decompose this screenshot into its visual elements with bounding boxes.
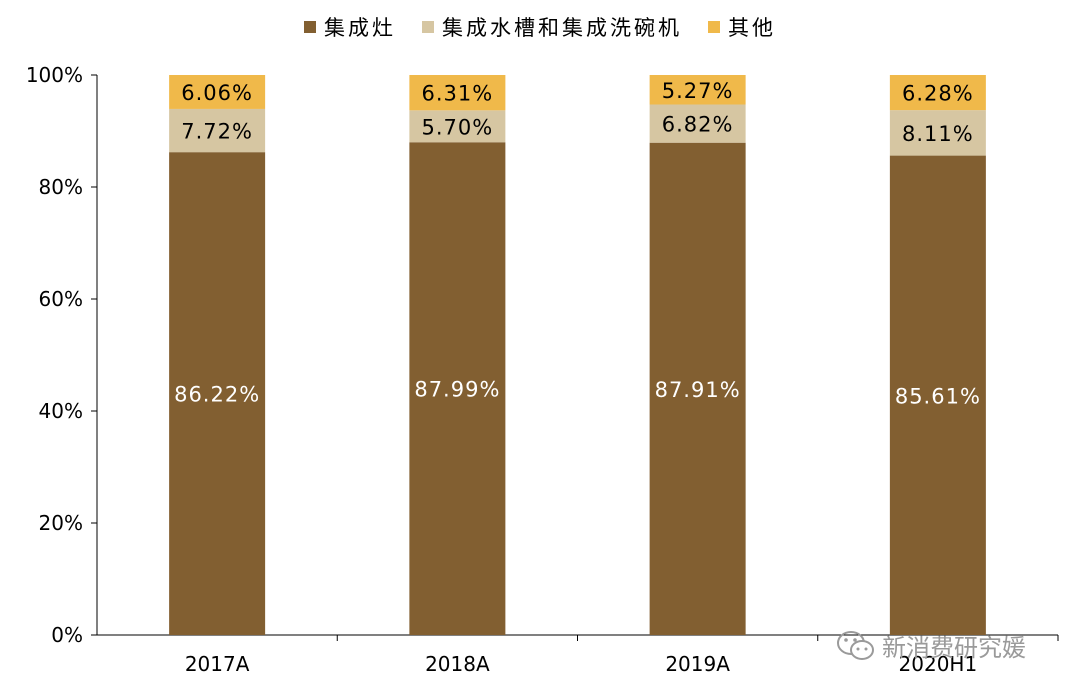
y-tick-label: 80% [39, 175, 83, 199]
legend-swatch-sink-dishwasher [422, 21, 434, 33]
watermark: 新消费研究媛 [836, 628, 1026, 663]
bar-segment-3-2017a [169, 75, 266, 109]
legend-label-sink-dishwasher: 集成水槽和集成洗碗机 [442, 16, 682, 40]
bar-segment-2-2020h1 [889, 110, 986, 156]
data-label: 8.11% [902, 122, 974, 146]
legend-label-integrated-stove: 集成灶 [324, 16, 396, 40]
bar-segment-2-2017a [169, 108, 266, 153]
data-label: 86.22% [174, 383, 260, 407]
data-label: 5.70% [422, 115, 494, 139]
bar-segment-1-2020h1 [889, 155, 986, 636]
bar-segment-1-2019a [649, 142, 746, 636]
data-label: 6.31% [422, 82, 494, 106]
data-label: 87.91% [655, 378, 741, 402]
data-label: 6.28% [902, 82, 974, 106]
bar-segment-3-2018a [409, 75, 506, 111]
legend-swatch-integrated-stove [304, 21, 316, 33]
data-label: 87.99% [414, 378, 500, 402]
data-label: 85.61% [895, 384, 981, 408]
legend-item-other: 其他 [708, 12, 776, 42]
data-label: 7.72% [181, 120, 253, 144]
legend-swatch-other [708, 21, 720, 33]
legend-item-integrated-stove: 集成灶 [304, 12, 396, 42]
y-tick-label: 0% [51, 623, 83, 647]
bar-segment-3-2019a [649, 75, 746, 105]
bar-segment-1-2017a [169, 152, 266, 635]
legend-label-other: 其他 [728, 16, 776, 40]
x-tick-label: 2019A [665, 652, 730, 676]
bar-segment-2-2019a [649, 104, 746, 143]
data-label: 5.27% [662, 79, 734, 103]
data-label: 6.82% [662, 113, 734, 137]
wechat-icon [837, 630, 874, 660]
legend-item-sink-dishwasher: 集成水槽和集成洗碗机 [422, 12, 682, 42]
legend: 集成灶 集成水槽和集成洗碗机 其他 [0, 12, 1080, 42]
y-tick-label: 60% [39, 287, 83, 311]
x-tick-label: 2020H1 [899, 652, 978, 676]
bar-segment-1-2018a [409, 142, 506, 636]
data-label: 6.06% [181, 81, 253, 105]
y-tick-label: 20% [39, 511, 83, 535]
y-tick-label: 40% [39, 399, 83, 423]
bar-segment-3-2020h1 [889, 75, 986, 111]
x-tick-label: 2017A [185, 652, 250, 676]
bar-segment-2-2018a [409, 110, 506, 143]
x-tick-label: 2018A [425, 652, 490, 676]
watermark-text: 新消费研究媛 [882, 634, 1026, 662]
y-tick-label: 100% [26, 63, 83, 87]
